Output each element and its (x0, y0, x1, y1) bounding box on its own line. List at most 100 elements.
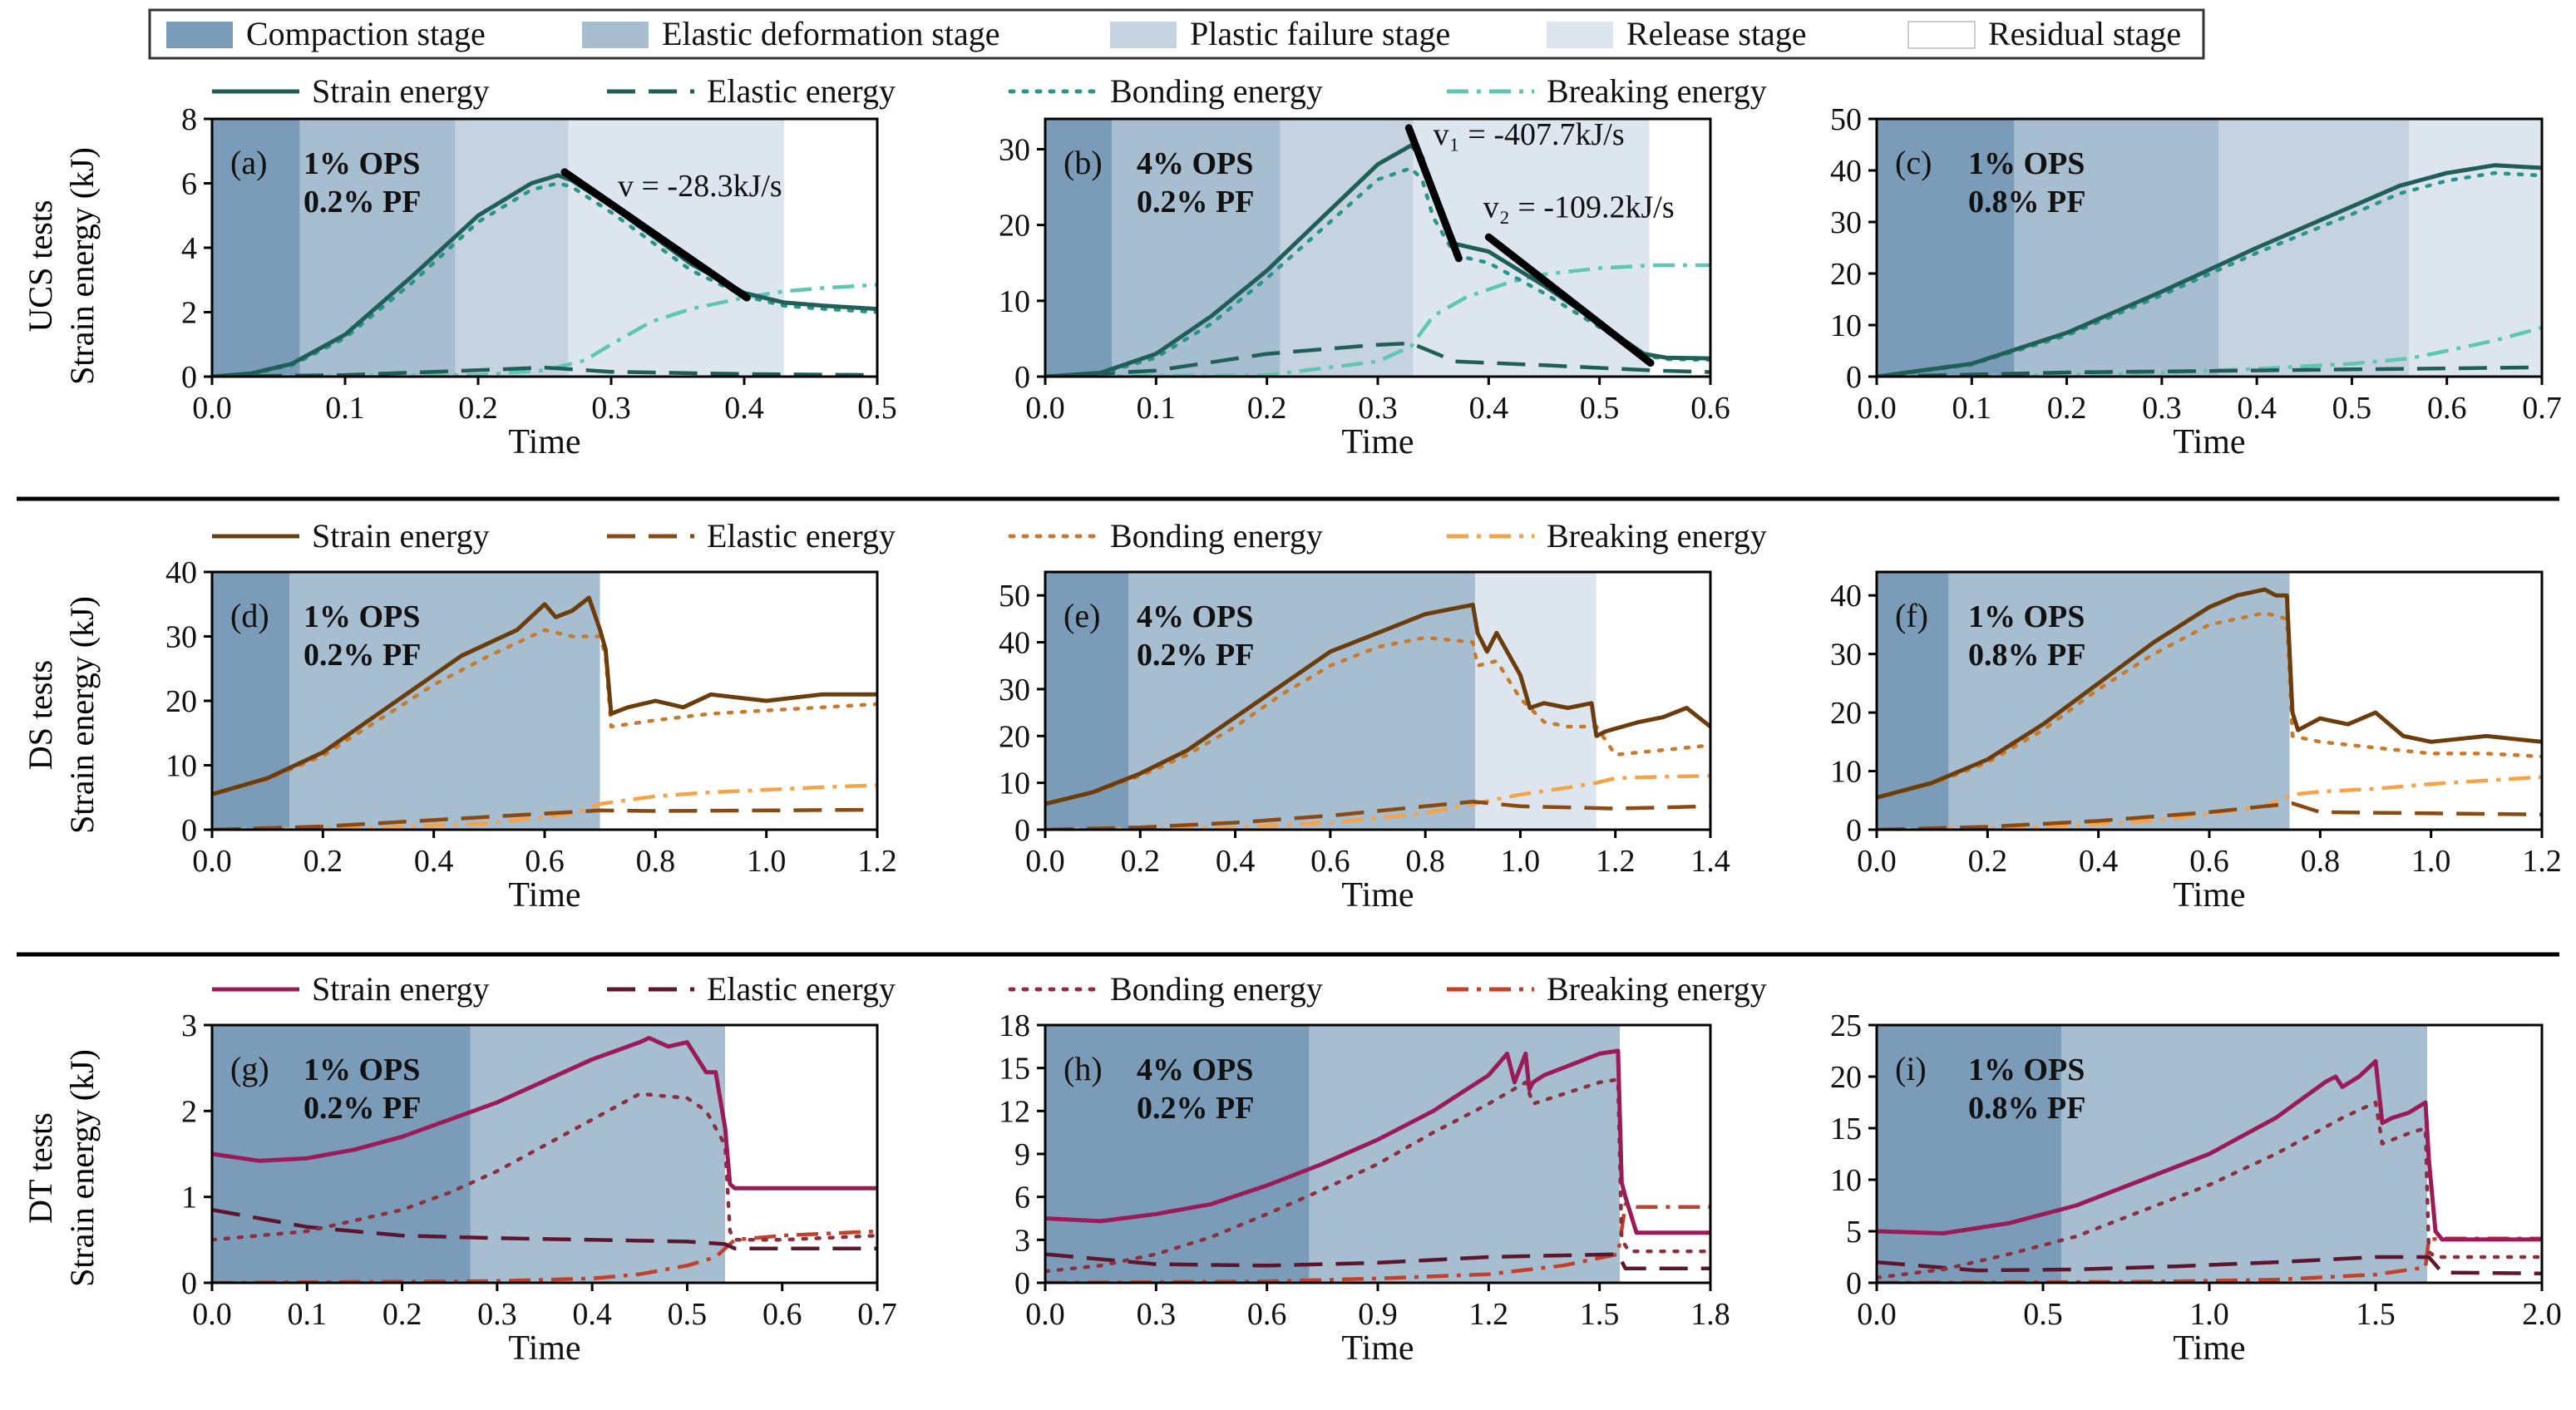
y-axis-label-row-2: Strain energy (kJ) (63, 596, 101, 834)
panel-c: 0.0 0.1 0.2 0.3 0.4 0.5 0.6 0.7 0 10 20 30 40 50 Time (… (1830, 102, 2562, 461)
panel-label: (i) (1895, 1050, 1927, 1087)
series-elastic (1877, 1255, 2542, 1276)
x-tick-label: 0.2 (2047, 391, 2087, 426)
y-tick-label: 50 (1830, 102, 1862, 137)
panel-label: (f) (1895, 597, 1928, 634)
panel-annotation: 1% OPS (1968, 146, 2085, 181)
y-tick-label: 40 (1830, 154, 1862, 189)
y-tick-label: 0 (1014, 1266, 1030, 1301)
series-bonding (1877, 611, 2542, 800)
y-tick-label: 15 (1830, 1112, 1862, 1146)
y-tick-label: 0 (1846, 1266, 1862, 1301)
x-tick-label: 1.8 (1690, 1297, 1730, 1332)
legend-label-elastic: Elastic energy (707, 72, 896, 110)
legend-label-elastic: Elastic energy (707, 517, 896, 555)
x-tick-label: 0.0 (1025, 844, 1065, 879)
stage-band (470, 1025, 726, 1283)
stage-band (1596, 572, 1710, 830)
y-tick-label: 50 (999, 579, 1030, 614)
panel-label: (d) (230, 597, 269, 634)
panel-d: 0.0 0.2 0.4 0.6 0.8 1.0 1.2 0 10 20 30 40 Time (d) 1% … (165, 555, 897, 915)
y-tick-label: 10 (999, 284, 1030, 319)
stage-band (1649, 119, 1710, 377)
y-tick-label: 30 (165, 620, 197, 655)
y-tick-label: 20 (1830, 257, 1862, 292)
x-tick-label: 1.0 (2189, 1297, 2229, 1332)
series-breaking (1045, 263, 1710, 377)
stage-band (2218, 119, 2409, 377)
stage-band (784, 119, 877, 377)
stage-band (1877, 1025, 2061, 1283)
x-axis-label: Time (1341, 423, 1414, 461)
y-tick-label: 30 (999, 673, 1030, 707)
y-tick-label: 10 (999, 767, 1030, 801)
fit-line (560, 168, 751, 302)
x-tick-label: 1.4 (1690, 844, 1730, 879)
y-tick-label: 0 (1846, 813, 1862, 848)
panel-h: 0.0 0.3 0.6 0.9 1.2 1.5 1.8 0 3 6 9 12 15 18 Time (h) 4%… (999, 1008, 1730, 1368)
series-bonding (212, 628, 877, 796)
x-tick-label: 0.4 (1216, 844, 1256, 879)
x-axis-label: Time (1341, 876, 1414, 915)
stage-band (1620, 1025, 1710, 1283)
panel-label: (b) (1063, 144, 1103, 181)
y-tick-label: 0 (181, 1266, 197, 1301)
stage-band (1877, 119, 2015, 377)
x-tick-label: 0.8 (1405, 844, 1445, 879)
x-tick-label: 0.5 (857, 391, 897, 426)
x-tick-label: 0.4 (572, 1297, 612, 1332)
y-tick-label: 8 (181, 102, 197, 137)
stage-band (212, 572, 290, 830)
y-tick-label: 20 (165, 684, 197, 719)
y-tick-label: 0 (1846, 360, 1862, 395)
y-axis-label-row-1: Strain energy (kJ) (63, 147, 101, 385)
x-tick-label: 1.2 (1469, 1297, 1509, 1332)
x-tick-label: 0.6 (525, 844, 565, 879)
panel-annotation: 1% OPS (1968, 1053, 2085, 1087)
plot-frame (1044, 570, 1712, 831)
stage-band (2409, 119, 2542, 377)
y-tick-label: 5 (1846, 1215, 1862, 1250)
y-tick-label: 9 (1014, 1137, 1030, 1172)
y-tick-label: 0 (1014, 360, 1030, 395)
stage-legend-swatch (166, 22, 233, 48)
series-breaking (1877, 775, 2542, 830)
y-tick-label: 6 (181, 167, 197, 202)
panels: v = -28.3kJ/s 0.0 0.1 0.2 0.3 0.4 0.5 0 2 4 6 8 Time… (165, 102, 2562, 1368)
y-tick-label: 1 (181, 1181, 197, 1215)
legend-label-strain: Strain energy (312, 517, 490, 555)
x-axis-label: Time (508, 1329, 580, 1368)
x-axis-label: Time (508, 423, 580, 461)
series-strain (212, 595, 877, 796)
y-tick-label: 10 (1830, 1163, 1862, 1198)
stage-band (299, 119, 456, 377)
x-axis-label: Time (1341, 1329, 1414, 1368)
x-tick-label: 0.3 (2142, 391, 2182, 426)
panel-a: v = -28.3kJ/s 0.0 0.1 0.2 0.3 0.4 0.5 0 2 4 6 8 Time… (181, 102, 897, 461)
x-tick-label: 0.4 (2079, 844, 2119, 879)
panel-b: v₁ = -407.7kJ/s v₂ = -109.2kJ/s 0.0 0.1 0.2 0… (999, 117, 1730, 461)
x-tick-label: 0.1 (288, 1297, 328, 1332)
y-tick-label: 2 (181, 296, 197, 331)
x-axis-label: Time (508, 876, 580, 915)
panel-annotation: 4% OPS (1137, 1053, 1253, 1087)
series-strain (1877, 163, 2542, 377)
x-tick-label: 0.0 (192, 391, 232, 426)
series-elastic (1045, 1252, 1710, 1271)
y-tick-label: 0 (1014, 813, 1030, 848)
stage-band (1948, 572, 2290, 830)
panel-annotation: 1% OPS (303, 1053, 420, 1087)
stage-legend-label: Plastic failure stage (1190, 15, 1450, 52)
panel-annotation: 0.8% PF (1968, 638, 2085, 673)
legend-label-breaking: Breaking energy (1547, 72, 1767, 110)
panel-annotation: 0.2% PF (1137, 1091, 1254, 1126)
y-tick-label: 40 (999, 626, 1030, 661)
panel-annotation: 0.2% PF (303, 638, 421, 673)
stage-legend-swatch (582, 22, 649, 48)
panel-annotation: 4% OPS (1137, 146, 1253, 181)
fit-line (1484, 233, 1655, 367)
row-label-ucs: UCS tests (22, 200, 59, 333)
panel-label: (h) (1063, 1050, 1103, 1087)
stage-band (1128, 572, 1476, 830)
legend-label-bonding: Bonding energy (1110, 970, 1323, 1008)
